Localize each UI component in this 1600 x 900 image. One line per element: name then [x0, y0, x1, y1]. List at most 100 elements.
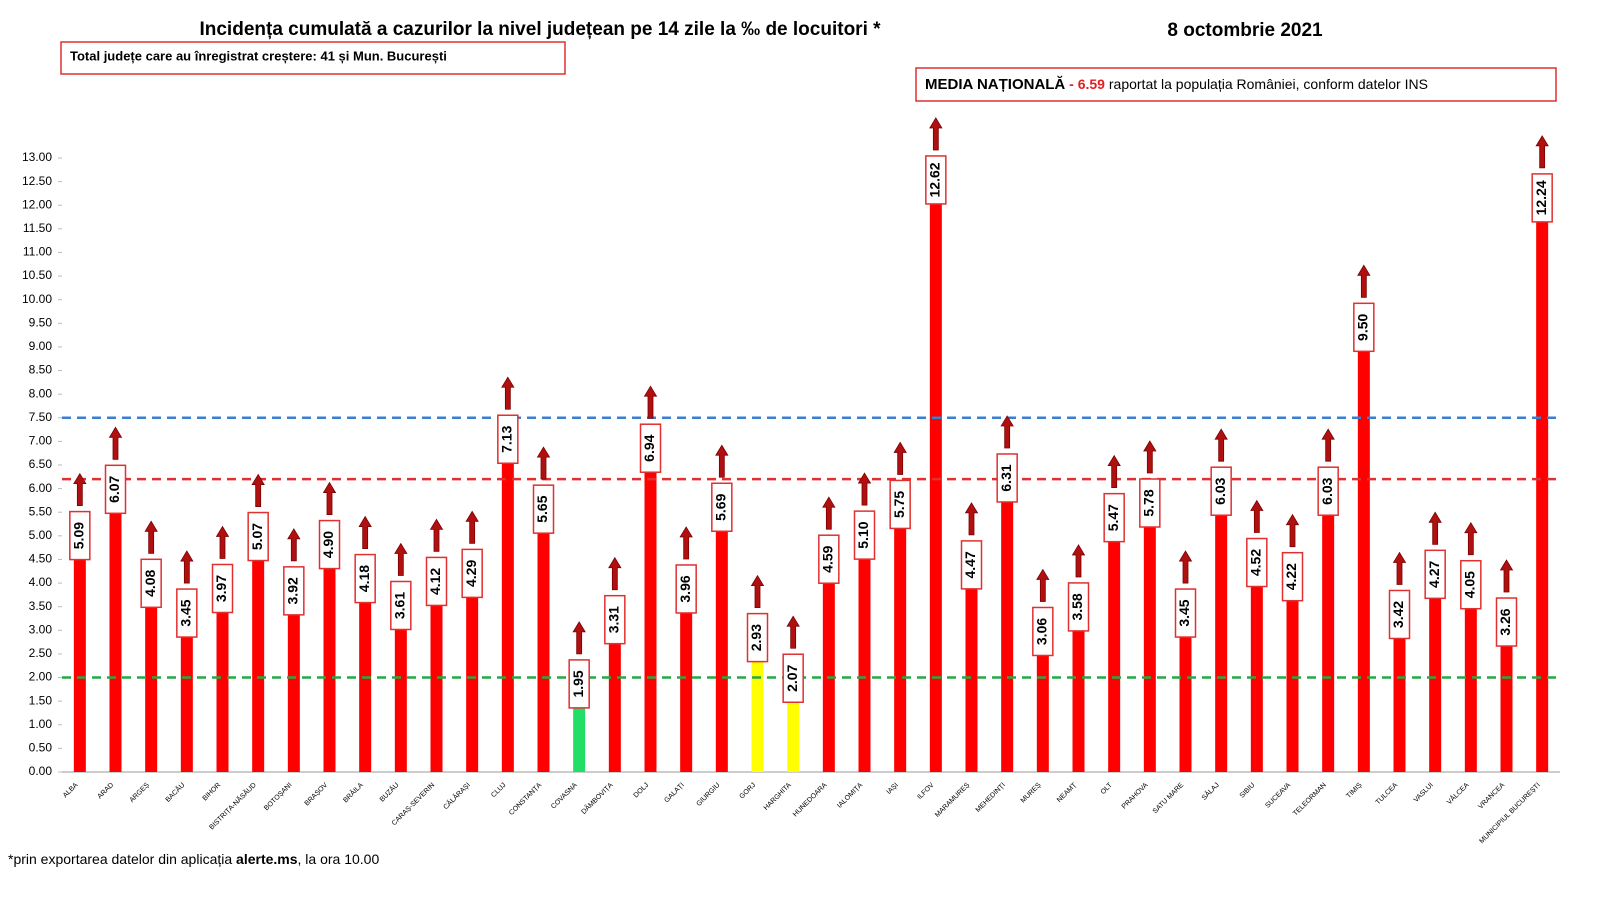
trend-arrow — [1535, 135, 1549, 169]
bar — [894, 500, 907, 772]
y-tick-label: 10.50 — [22, 268, 52, 282]
value-label: 4.12 — [427, 568, 443, 595]
x-tick-label: PRAHOVA — [1121, 782, 1150, 811]
trend-arrow — [73, 472, 87, 506]
value-label-box — [211, 563, 234, 614]
value-label-box — [711, 482, 733, 533]
y-tick-label: 0.50 — [29, 741, 53, 755]
value-label: 3.45 — [178, 599, 194, 626]
value-label: 4.52 — [1248, 549, 1264, 576]
value-label: 5.65 — [534, 495, 550, 522]
x-tick-label: NEAMȚ — [1056, 781, 1079, 804]
trend-arrow — [108, 426, 123, 460]
value-label: 3.61 — [392, 592, 408, 619]
trend-arrow — [1071, 544, 1086, 578]
bar — [644, 444, 657, 772]
trend-arrow — [536, 446, 551, 480]
value-label: 6.31 — [998, 464, 1014, 491]
value-label: 4.47 — [962, 551, 978, 578]
bar — [715, 503, 728, 772]
trend-arrow — [1036, 568, 1050, 602]
value-label-box — [461, 548, 483, 599]
trend-arrow — [1214, 428, 1228, 462]
value-label: 4.18 — [356, 565, 372, 592]
x-tick-label: ILFOV — [916, 782, 935, 801]
bar — [1286, 572, 1299, 772]
trend-arrow — [1285, 513, 1300, 548]
value-label-box — [604, 594, 626, 645]
bar — [323, 540, 336, 772]
value-label: 5.07 — [249, 523, 265, 550]
chart-title: Incidența cumulată a cazurilor la nivel … — [199, 19, 881, 40]
value-label: 4.90 — [320, 531, 336, 558]
trend-arrow — [394, 542, 408, 576]
value-label-box — [318, 519, 341, 570]
y-tick-label: 8.00 — [29, 386, 53, 400]
value-label-box — [1317, 466, 1339, 516]
x-tick-label: DÂMBOVIȚA — [579, 780, 615, 816]
bar — [73, 531, 86, 772]
bar — [1500, 618, 1513, 772]
trend-arrow — [322, 481, 337, 515]
trend-arrow — [929, 117, 943, 151]
chart-date: 8 octombrie 2021 — [1167, 20, 1323, 41]
value-label: 3.31 — [606, 606, 622, 633]
trend-arrow — [1464, 521, 1478, 556]
x-tick-label: TIMIȘ — [1345, 782, 1363, 800]
trend-arrow — [251, 473, 265, 507]
value-label-box — [1174, 588, 1197, 638]
x-tick-label: TULCEA — [1375, 782, 1400, 807]
x-tick-label: HUNEDOARA — [792, 782, 829, 819]
footnote: *prin exportarea datelor din aplicația a… — [8, 851, 379, 867]
value-label-box — [247, 511, 269, 562]
y-tick-label: 12.50 — [22, 174, 52, 188]
trend-arrow — [1000, 415, 1014, 449]
value-label-box — [1388, 589, 1411, 640]
bar — [394, 601, 407, 772]
value-label: 6.03 — [1212, 477, 1228, 504]
trend-arrow — [786, 615, 800, 649]
bar — [1215, 487, 1228, 772]
bar — [216, 584, 229, 772]
value-label-box — [104, 464, 127, 515]
bar — [466, 569, 479, 772]
average-box — [915, 67, 1557, 102]
value-label: 4.22 — [1283, 563, 1299, 590]
trend-arrow — [1499, 559, 1514, 593]
y-tick-label: 3.50 — [29, 599, 53, 613]
bar — [109, 485, 122, 772]
footnote-text: *prin exportarea datelor din aplicația — [8, 851, 236, 867]
x-tick-label: SATU MARE — [1152, 782, 1186, 816]
trend-arrow — [1250, 499, 1264, 533]
value-label: 3.42 — [1390, 601, 1406, 628]
y-tick-label: 3.00 — [29, 622, 53, 636]
value-label-box — [140, 558, 162, 609]
x-tick-label: ALBA — [62, 782, 80, 800]
trend-arrow — [822, 496, 836, 530]
trend-arrow — [572, 621, 586, 655]
trend-arrow — [501, 376, 515, 410]
y-tick-label: 13.00 — [22, 150, 52, 164]
x-tick-label: VRANCEA — [1477, 782, 1506, 811]
x-tick-label: GORJ — [739, 782, 758, 801]
trend-arrow — [1321, 428, 1335, 462]
y-tick-label: 9.50 — [29, 315, 53, 329]
value-label-box — [176, 588, 198, 638]
value-label-box — [1281, 551, 1304, 602]
trend-arrow — [1357, 264, 1371, 298]
value-label: 12.62 — [927, 162, 943, 197]
value-label-box — [853, 510, 876, 560]
x-tick-label: HARGHITA — [763, 782, 793, 812]
bar — [751, 633, 764, 772]
average-value: - 6.59 — [1065, 76, 1105, 92]
bar — [1357, 323, 1370, 772]
trend-arrow — [857, 472, 872, 506]
y-tick-label: 1.50 — [29, 693, 53, 707]
value-label: 6.07 — [106, 475, 122, 502]
value-label-box — [425, 556, 448, 607]
value-label-box — [1139, 478, 1161, 528]
value-label-box — [1424, 549, 1446, 600]
y-tick-label: 1.00 — [29, 717, 53, 731]
x-tick-label: IAȘI — [886, 782, 900, 796]
